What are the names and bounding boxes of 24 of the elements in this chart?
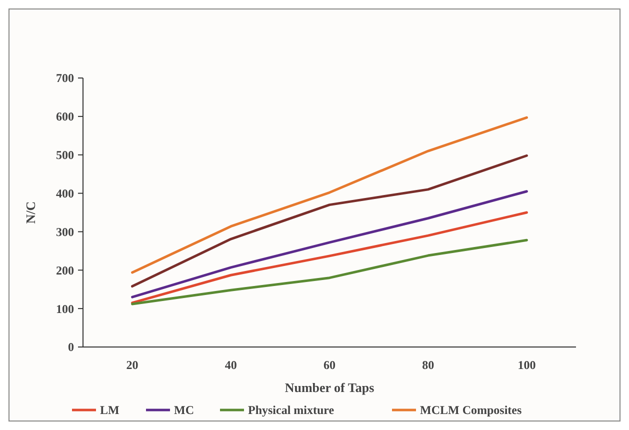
x-tick-label: 60 <box>324 358 336 372</box>
line-series <box>131 211 528 304</box>
legend-label: LM <box>100 403 120 418</box>
line-series <box>131 238 528 306</box>
y-tick-label: 700 <box>56 71 74 86</box>
x-tick-label: 20 <box>126 358 138 372</box>
y-tick-label: 0 <box>68 340 74 354</box>
legend-label: MCLM Composites <box>420 403 522 418</box>
legend-label: MC <box>174 403 194 418</box>
y-tick-label: 400 <box>56 186 74 200</box>
line-series <box>131 154 528 288</box>
y-tick-label: 600 <box>56 110 74 124</box>
y-tick-label: 200 <box>56 263 74 278</box>
y-tick-label: 300 <box>56 224 74 239</box>
x-tick-label: 100 <box>518 358 536 372</box>
line-series <box>131 116 528 274</box>
x-tick-label: 80 <box>422 358 434 372</box>
x-axis-title: Number of Taps <box>284 380 374 395</box>
legend-label: Physical mixture <box>248 403 335 418</box>
y-tick-label: 100 <box>56 302 74 316</box>
y-axis-title: N/C <box>23 201 38 224</box>
line-series <box>131 190 528 298</box>
x-tick-label: 40 <box>224 358 237 372</box>
y-tick-label: 500 <box>56 148 74 162</box>
